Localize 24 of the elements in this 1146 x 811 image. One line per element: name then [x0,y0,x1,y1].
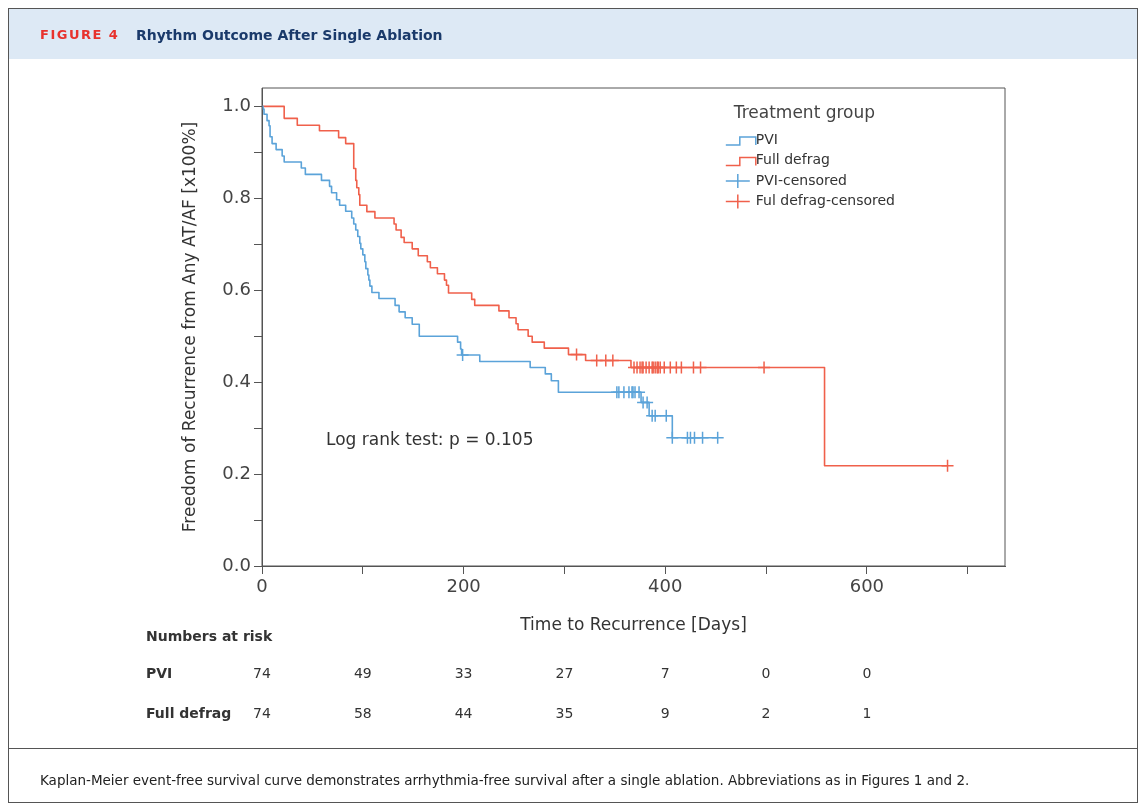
y-tick-label: 0.8 [222,185,251,207]
y-tick-label: 0.6 [222,277,251,299]
x-tick-label: 0 [256,575,268,597]
x-axis-title: Time to Recurrence [Days] [519,614,747,635]
legend-label: Ful defrag-censored [755,192,896,209]
legend-label: Full defrag [755,151,830,168]
text: Full defrag 74 58 44 35 9 2 1 [146,705,872,721]
chart-title: Rhythm Outcome After Single Ablation [136,27,443,43]
caption: FIGURE 4 [40,27,120,42]
y-axis-title: Freedom of Recurrence from Any AT/AF [x100%] [178,121,199,533]
x-tick-label: 200 [446,575,481,597]
legend-label: PVI-censored [755,171,848,188]
legend-label: PVI [755,130,778,147]
y-tick-label: 0.0 [222,553,251,575]
annotation: Log rank test: p = 0.105 [326,429,534,450]
x-tick-label: 600 [849,575,885,597]
legend-title: Treatment group [732,102,876,123]
y-tick-label: 1.0 [222,94,251,116]
text: Numbers at risk [146,628,273,644]
y-tick-label: 0.2 [222,461,251,483]
text: Kaplan-Meier event-free survival curve demonstrates arrhythmia-free survival after a single ablation. Abbreviations as in Figures 1 and 2. [40,772,970,788]
x-tick-label: 400 [648,575,683,597]
y-tick-label: 0.4 [222,369,251,391]
text: PVI 74 49 33 27 7 0 0 [146,665,872,681]
